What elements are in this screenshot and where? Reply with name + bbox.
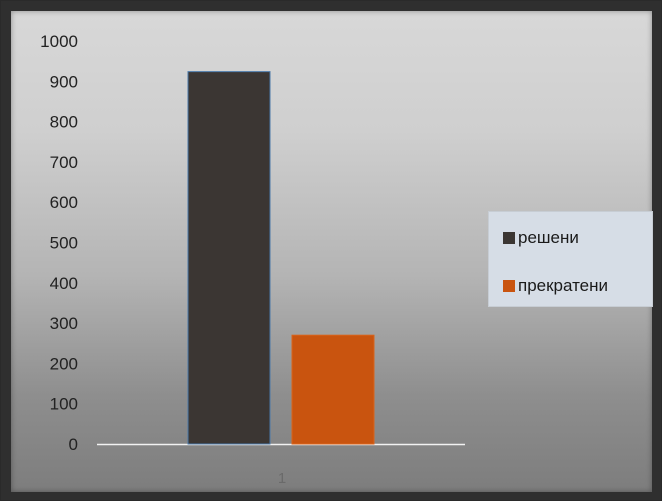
bar-prekrateni [291, 334, 375, 445]
y-tick-label: 600 [50, 193, 78, 212]
bar-reshen [187, 71, 271, 445]
y-tick-label: 0 [69, 435, 78, 454]
y-tick-label: 200 [50, 354, 78, 373]
y-tick-label: 700 [50, 153, 78, 172]
y-tick-label: 100 [50, 395, 78, 414]
legend-item-prekrateni: прекратени [503, 276, 608, 296]
y-tick-label: 300 [50, 314, 78, 333]
legend-item-reshen: решени [503, 228, 579, 248]
y-tick-label: 900 [50, 72, 78, 91]
legend-swatch-reshen [503, 232, 515, 244]
y-tick-label: 500 [50, 234, 78, 253]
legend: решени прекратени [488, 211, 653, 307]
y-tick-label: 800 [50, 113, 78, 132]
legend-label-prekrateni: прекратени [518, 276, 609, 295]
legend-swatch-prekrateni [503, 280, 515, 292]
legend-label-reshen: решени [518, 228, 579, 247]
y-tick-label: 1000 [40, 32, 78, 51]
y-tick-label: 400 [50, 274, 78, 293]
x-category-label: 1 [278, 470, 286, 487]
